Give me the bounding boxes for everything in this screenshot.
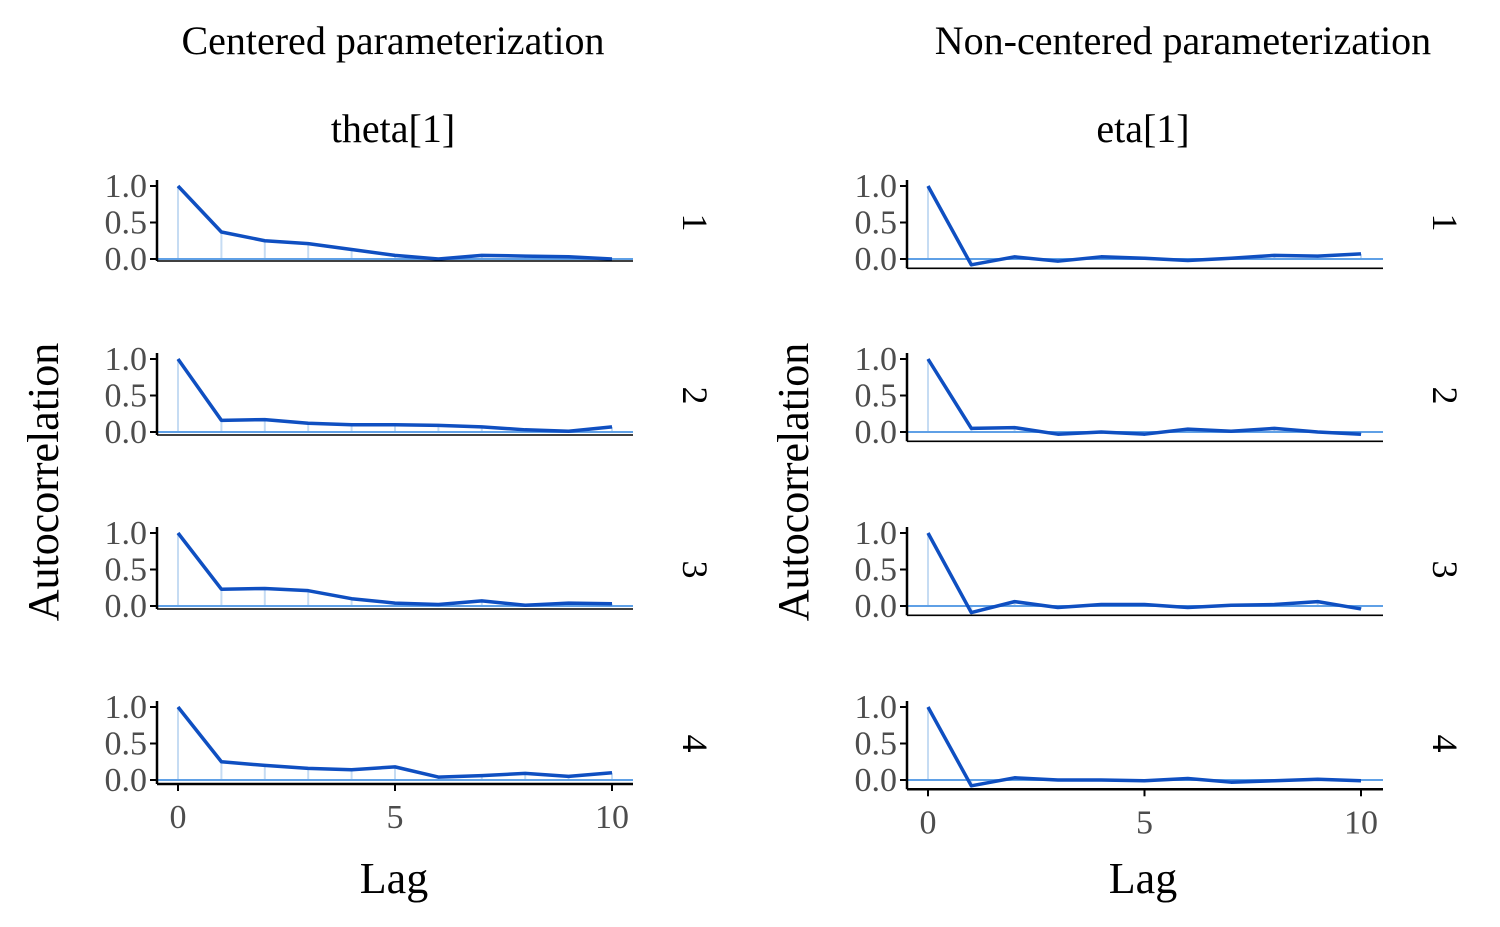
y-tick-label: 1.0 (855, 689, 898, 726)
y-tick-label: 0.0 (105, 588, 148, 625)
autocorrelation-line (176, 357, 613, 434)
y-tick-label: 0.5 (855, 378, 898, 415)
autocorrelation-line (926, 185, 1362, 267)
chain-facet-3: 0.00.51.0 3 (855, 515, 1466, 625)
parameter-label-eta: eta[1] (1096, 106, 1189, 151)
autocorrelation-line (176, 531, 613, 608)
chain-facet-1: 0.00.51.0 1 (105, 168, 716, 278)
x-tick-label: 0 (920, 804, 937, 841)
chain-facets-centered: 0.00.51.010.00.51.020.00.51.030.00.51.04… (105, 168, 716, 836)
y-tick-label: 0.0 (105, 414, 148, 451)
y-tick-label: 1.0 (105, 515, 148, 552)
y-axis-label-non-centered: Autocorrelation (769, 343, 818, 622)
y-tick-label: 0.5 (105, 726, 148, 763)
non-centered-parameterization-panel: Non-centered parameterization eta[1] Aut… (769, 18, 1465, 903)
x-tick-label: 10 (1344, 804, 1378, 841)
chain-label: 3 (1425, 561, 1465, 579)
chain-facet-1: 0.00.51.0 1 (855, 168, 1466, 278)
y-tick-label: 0.0 (855, 241, 898, 278)
x-tick-label: 5 (1136, 804, 1153, 841)
x-axis-label-non-centered: Lag (1109, 854, 1177, 903)
autocorrelation-line (926, 532, 1362, 615)
autocorrelation-line (176, 184, 613, 261)
autocorrelation-line (926, 706, 1362, 788)
autocorrelation-line (926, 358, 1362, 436)
y-tick-label: 0.5 (105, 205, 148, 242)
x-tick-label: 0 (170, 799, 187, 836)
x-tick-label: 5 (387, 799, 404, 836)
y-tick-label: 0.5 (855, 552, 898, 589)
y-tick-label: 0.0 (855, 588, 898, 625)
panel-title-non-centered: Non-centered parameterization (935, 18, 1431, 63)
y-tick-label: 1.0 (855, 515, 898, 552)
chain-label: 2 (1425, 387, 1465, 405)
chain-label: 1 (675, 214, 715, 232)
x-tick-label: 10 (595, 799, 629, 836)
chain-label: 4 (1425, 735, 1465, 753)
y-tick-label: 0.0 (855, 414, 898, 451)
chain-facets-non-centered: 0.00.51.010.00.51.020.00.51.030.00.51.04… (855, 168, 1466, 841)
chain-facet-4: 0.00.51.0 4 0 5 10 (105, 689, 716, 836)
chain-facet-2: 0.00.51.0 2 (105, 341, 716, 451)
y-tick-label: 0.5 (105, 378, 148, 415)
y-axis-label-centered: Autocorrelation (19, 343, 68, 622)
y-tick-label: 1.0 (855, 341, 898, 378)
y-tick-label: 0.5 (855, 205, 898, 242)
y-tick-label: 0.0 (855, 762, 898, 799)
centered-parameterization-panel: Centered parameterization theta[1] Autoc… (19, 18, 715, 903)
panel-title-centered: Centered parameterization (181, 18, 604, 63)
parameter-label-theta: theta[1] (331, 106, 455, 151)
chain-label: 2 (675, 387, 715, 405)
y-tick-label: 1.0 (105, 168, 148, 205)
y-tick-label: 0.0 (105, 762, 148, 799)
y-tick-label: 1.0 (105, 689, 148, 726)
chain-facet-2: 0.00.51.0 2 (855, 341, 1466, 451)
chain-label: 3 (675, 561, 715, 579)
chain-facet-4: 0.00.51.0 4 0 5 10 (855, 689, 1466, 841)
y-tick-label: 1.0 (105, 341, 148, 378)
chain-label: 4 (675, 735, 715, 753)
y-tick-label: 0.5 (855, 726, 898, 763)
autocorrelation-line (176, 705, 613, 779)
chain-facet-3: 0.00.51.0 3 (105, 515, 716, 625)
chain-label: 1 (1425, 214, 1465, 232)
x-axis-label-centered: Lag (360, 854, 428, 903)
y-tick-label: 0.5 (105, 552, 148, 589)
y-tick-label: 0.0 (105, 241, 148, 278)
y-tick-label: 1.0 (855, 168, 898, 205)
